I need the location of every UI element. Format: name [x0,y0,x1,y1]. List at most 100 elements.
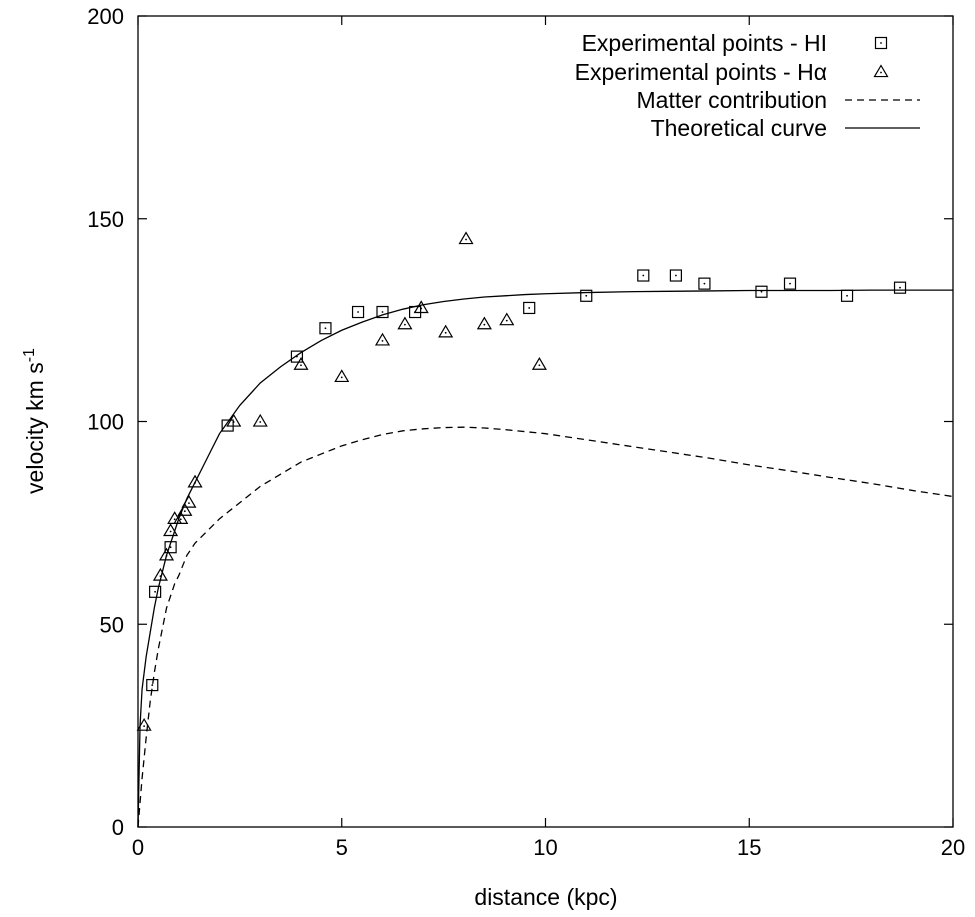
marker-center-dot [404,323,406,326]
triangle-marker-outline [226,413,242,427]
x-tick-label: 5 [336,835,348,860]
x-tick-label: 15 [737,835,761,860]
triangle-marker-outline [374,332,391,346]
square-marker-outline [146,678,159,692]
x-tick-label: 0 [132,835,144,860]
marker-center-dot [340,376,343,379]
square-marker-outline [580,289,593,302]
marker-center-dot [585,294,588,297]
halpha-data-point [226,413,242,427]
hi-data-point [319,322,332,335]
hi-data-point [164,541,177,554]
halpha-data-point [499,312,515,326]
halpha-data-point [181,494,197,508]
marker-center-dot [259,421,262,423]
hi-data-point [783,277,797,290]
legend-entry: Experimental points - Hα [575,59,889,85]
y-axis-label: velocity km s-1 [21,348,48,494]
marker-center-dot [357,311,359,313]
marker-center-dot [642,274,645,277]
triangle-marker-outline [334,369,350,383]
marker-center-dot [154,590,157,593]
marker-center-dot [183,510,186,513]
curves-layer [137,289,954,828]
halpha-data-point [252,413,268,427]
marker-center-dot [232,421,235,423]
marker-center-dot [483,323,486,326]
y-axis-label-superscript: -1 [21,348,38,362]
marker-center-dot [143,725,146,728]
triangle-marker-outline [252,413,268,427]
triangle-marker-outline [187,474,203,488]
marker-center-dot [899,286,901,289]
halpha-data-point [397,316,413,330]
legend-label: Theoretical curve [651,115,827,141]
x-axis-label: distance (kpc) [474,884,617,910]
hi-data-point [698,277,711,290]
square-marker-outline [376,305,389,319]
halpha-data-point [476,316,492,330]
marker-center-dot [528,307,531,309]
marker-center-dot [880,42,882,44]
marker-center-dot [880,71,882,74]
marker-center-dot [789,282,791,285]
y-axis-label-main: velocity km s [22,362,48,494]
marker-center-dot [179,518,182,521]
triangle-marker-outline [181,494,197,508]
triangle-marker-outline [397,316,413,330]
halpha-data-point [374,332,391,346]
square-marker-outline [523,301,536,315]
hi-data-point [893,281,907,294]
halpha-data-point [136,717,152,731]
x-tick-label: 20 [941,835,965,860]
halpha-data-point [177,503,193,516]
legend-label: Experimental points - HI [582,30,827,56]
triangle-marker-outline [413,300,429,314]
marker-center-dot [165,554,168,557]
square-marker-outline [290,350,304,363]
marker-center-dot [505,319,508,322]
marker-center-dot [760,290,763,293]
triangle-marker-outline [177,503,193,516]
marker-center-dot [381,311,384,313]
hi-data-point [351,305,365,319]
triangle-marker-outline [458,231,474,245]
marker-center-dot [296,355,298,358]
marker-center-dot [703,282,706,285]
legend-entry: Experimental points - HI [582,30,888,56]
legend-entry: Theoretical curve [651,115,920,141]
marker-center-dot [300,364,302,367]
square-marker-outline [164,541,177,554]
halpha-data-point [163,523,179,537]
triangle-marker-outline [152,567,168,581]
square-marker-outline [669,269,683,282]
halpha-data-point [293,357,309,370]
marker-center-dot [675,274,677,277]
y-tick-label: 100 [87,410,124,435]
halpha-data-point [187,474,203,488]
theoretical-curve-line [137,289,953,828]
marker-center-dot [169,530,172,533]
y-tick-label: 50 [100,612,124,637]
hi-data-point [149,585,162,598]
hi-data-point [376,305,389,319]
halpha-data-point [334,369,350,383]
hi-data-point [755,285,768,298]
halpha-data-point [438,324,454,338]
marker-center-dot [420,307,423,310]
square-marker-outline [893,281,907,294]
triangle-marker-outline [293,357,309,370]
triangle-marker-outline [499,312,515,326]
triangle-marker-outline [438,324,454,338]
marker-center-dot [188,502,190,504]
hi-data-point [146,678,159,692]
halpha-data-point [458,231,474,245]
halpha-data-point [158,547,175,561]
square-marker-outline [149,585,162,598]
triangle-marker-outline [158,547,175,561]
halpha-data-point [531,357,547,370]
hi-data-point [523,301,536,315]
y-tick-label: 200 [87,4,124,29]
hi-data-point [637,269,650,282]
